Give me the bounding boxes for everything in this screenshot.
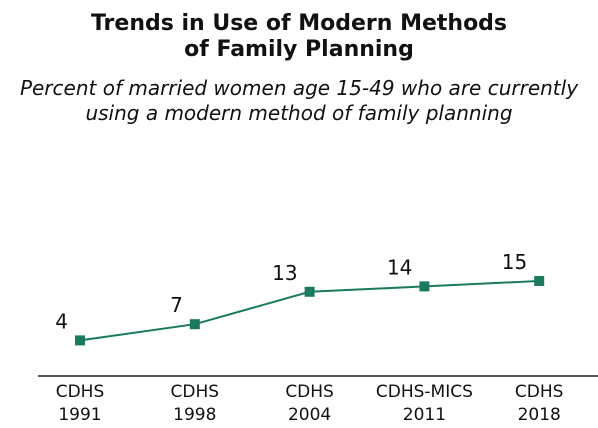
point (534, 276, 545, 286)
chart-subtitle: Percent of married women age 15-49 who a… (20, 76, 579, 125)
x-tick-label: CDHS 1998 (171, 382, 220, 425)
x-tick-label: CDHS 1991 (56, 382, 105, 425)
point (419, 281, 430, 292)
value-label: 7 (170, 293, 183, 317)
x-tick-label: CDHS-MICS 2011 (376, 382, 473, 425)
value-label: 14 (387, 255, 412, 279)
point (304, 286, 315, 297)
value-label: 13 (272, 261, 297, 285)
chart-title: Trends in Use of Modern Methods of Family… (91, 11, 507, 62)
value-label: 15 (502, 250, 527, 274)
point (75, 335, 85, 346)
x-tick-label: CDHS 2018 (515, 382, 564, 425)
value-label: 4 (55, 309, 68, 333)
x-tick-label: CDHS 2004 (285, 382, 334, 425)
point (189, 319, 200, 330)
